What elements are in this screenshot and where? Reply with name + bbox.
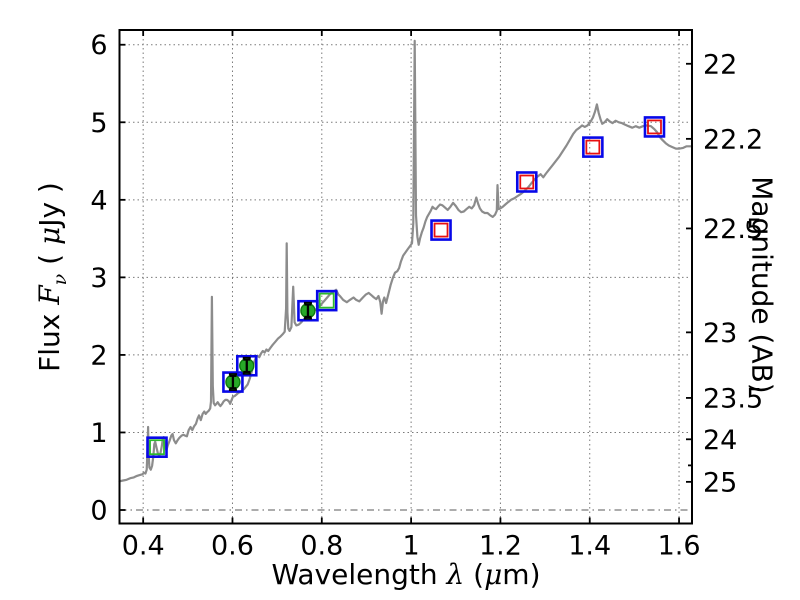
photometry-marker [315, 289, 338, 312]
lambda-symbol: λ [446, 558, 465, 591]
y-axis-label-flux: Flux Fν ( μJy ) [33, 182, 71, 372]
magnitude-tick-label: 23.5 [703, 383, 763, 414]
mu-symbol: μ [484, 558, 503, 591]
grid-lines [119, 30, 692, 524]
plot-frame [118, 29, 693, 525]
magnitude-tick-label: 22 [703, 49, 737, 80]
x-tick-label: 1.4 [568, 531, 611, 562]
photometry-marker [222, 371, 244, 393]
y-tick-label: 4 [90, 185, 107, 216]
y-tick-label: 1 [90, 418, 107, 449]
observed-photometry-green-squares [149, 292, 335, 456]
photometry-marker [318, 292, 335, 309]
nu-subscript: ν [48, 273, 71, 286]
y-tick-labels-flux: 0 1 2 3 4 5 6 [90, 30, 107, 526]
x-axis-label-text: Wavelength [271, 558, 447, 591]
observed-photometry-green-circles [225, 301, 316, 391]
y-axis-label-magnitude: Magnitude (AB) [745, 176, 779, 394]
photometry-marker [647, 119, 662, 135]
y-tick-label: 2 [90, 340, 107, 371]
x-tick-label: 0.8 [300, 531, 343, 562]
flux-F-symbol: F [33, 285, 67, 305]
x-tick-label: 1 [403, 531, 420, 562]
x-tick-label: 0.6 [211, 531, 254, 562]
x-tick-label: 0.4 [122, 531, 165, 562]
x-axis-label: Wavelength λ (μm) [271, 558, 541, 591]
model-spectrum [118, 39, 694, 483]
photometry-marker [643, 116, 666, 138]
magnitude-tick-label: 23 [703, 318, 737, 349]
observed-photometry-red-squares [433, 119, 662, 238]
photometry-marker [433, 222, 449, 238]
y-tick-label: 6 [90, 30, 107, 61]
y-tick-labels-magnitude: 22 22.2 22.5 23 23.5 24 25 [703, 49, 763, 498]
mu-symbol: μ [33, 226, 67, 245]
photometry-marker [585, 139, 601, 155]
photometry-marker [519, 174, 535, 190]
photometry-marker [582, 136, 604, 158]
magnitude-tick-label: 22.2 [703, 124, 763, 155]
model-expected-photometry-blue-squares [146, 116, 666, 458]
magnitude-tick-label: 22.5 [703, 214, 763, 245]
x-tick-label: 1.2 [479, 531, 522, 562]
y-tick-label: 3 [90, 263, 107, 294]
photometry-marker [515, 171, 538, 193]
x-tick-labels: 0.4 0.6 0.8 1 1.2 1.4 1.6 [122, 531, 701, 562]
magnitude-tick-label: 24 [703, 425, 737, 456]
photometry-marker [430, 219, 452, 241]
photometry-marker [235, 354, 258, 377]
photometry-marker [149, 439, 165, 456]
photometry-marker [146, 436, 168, 458]
axis-ticks [119, 30, 692, 524]
y-tick-label: 0 [90, 496, 107, 527]
y-tick-label: 5 [90, 108, 107, 139]
x-tick-label: 1.6 [658, 531, 701, 562]
magnitude-tick-label: 25 [703, 467, 737, 498]
